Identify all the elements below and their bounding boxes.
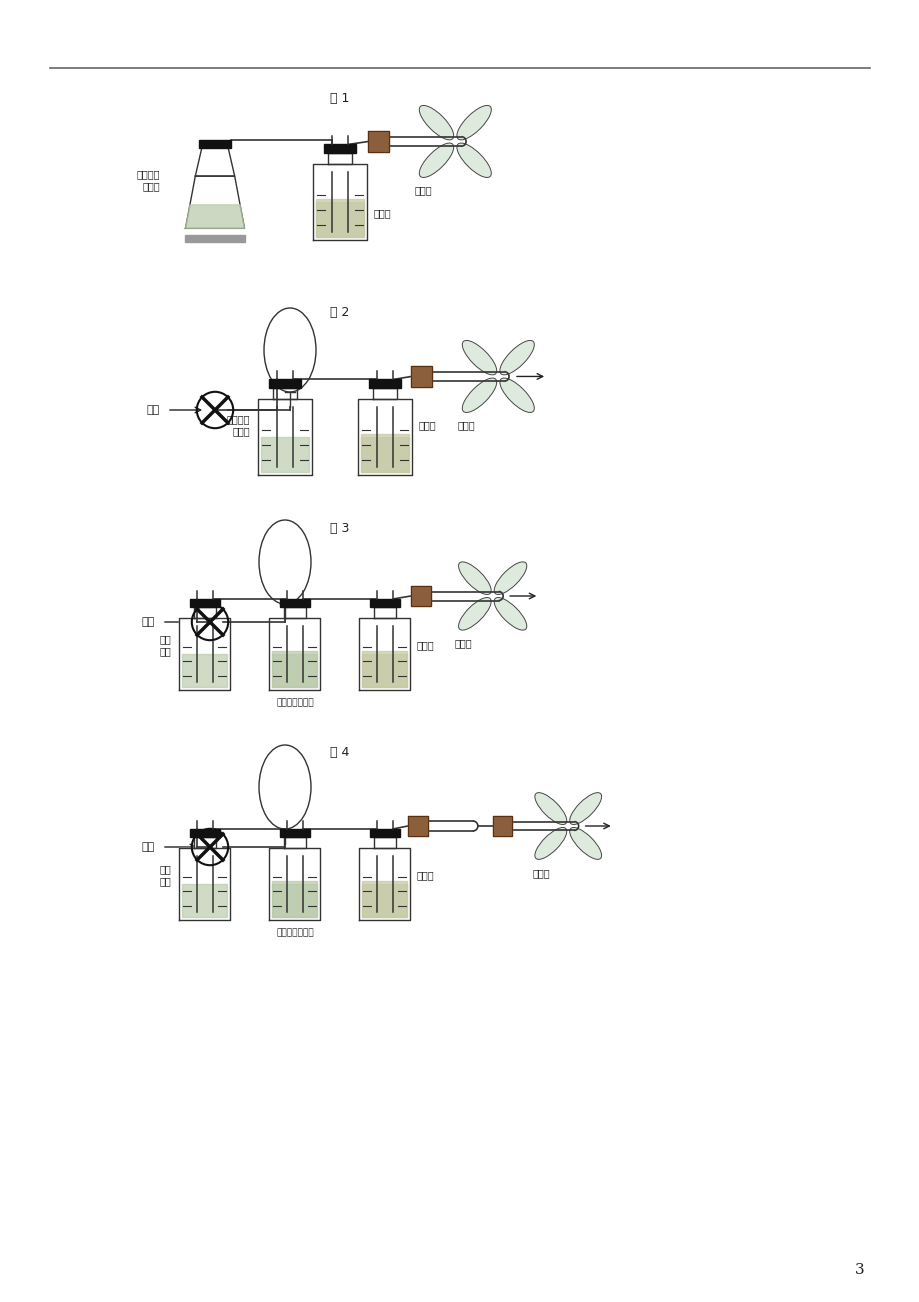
Polygon shape [362, 651, 407, 687]
Text: 碳酸钓和稀硫酸: 碳酸钓和稀硫酸 [276, 698, 313, 707]
Polygon shape [328, 152, 352, 164]
Ellipse shape [419, 143, 453, 177]
Polygon shape [190, 829, 220, 837]
Polygon shape [186, 234, 244, 242]
Polygon shape [324, 145, 356, 152]
Text: 碳酸钓和稀硫酸: 碳酸钓和稀硫酸 [276, 928, 313, 937]
Polygon shape [194, 607, 216, 618]
Text: 图 3: 图 3 [330, 522, 349, 535]
Polygon shape [186, 204, 244, 228]
Text: 空气: 空气 [142, 842, 154, 852]
Polygon shape [369, 379, 400, 388]
Polygon shape [373, 607, 396, 618]
Text: 3: 3 [855, 1263, 864, 1277]
Polygon shape [186, 176, 244, 228]
Polygon shape [272, 654, 317, 687]
Polygon shape [269, 848, 320, 921]
Ellipse shape [457, 105, 491, 139]
Text: 浓硫酸: 浓硫酸 [418, 421, 436, 430]
Polygon shape [283, 837, 306, 848]
Polygon shape [280, 829, 310, 837]
Polygon shape [269, 618, 320, 690]
Polygon shape [360, 437, 409, 473]
Ellipse shape [457, 143, 491, 177]
Text: 碱石灰: 碱石灰 [531, 868, 549, 878]
Polygon shape [260, 437, 309, 473]
Polygon shape [194, 837, 216, 848]
Polygon shape [272, 651, 317, 687]
Ellipse shape [494, 598, 527, 630]
Ellipse shape [458, 562, 491, 595]
Text: 浓硫酸: 浓硫酸 [416, 870, 434, 880]
Polygon shape [407, 816, 427, 836]
Text: 氮氧
化钓: 氮氧 化钓 [160, 634, 171, 656]
Polygon shape [272, 881, 317, 917]
Polygon shape [362, 881, 407, 917]
Polygon shape [283, 607, 306, 618]
Polygon shape [362, 654, 407, 687]
Ellipse shape [569, 793, 601, 824]
Polygon shape [359, 618, 410, 690]
Text: 浓硫酸: 浓硫酸 [416, 641, 434, 650]
Polygon shape [362, 884, 407, 917]
Text: 碱石灰: 碱石灰 [457, 421, 475, 431]
Polygon shape [195, 147, 234, 176]
Polygon shape [182, 654, 227, 687]
Polygon shape [357, 400, 412, 475]
Ellipse shape [458, 598, 491, 630]
Polygon shape [372, 388, 397, 400]
Polygon shape [273, 388, 297, 400]
Ellipse shape [259, 519, 311, 604]
Polygon shape [493, 816, 512, 836]
Polygon shape [199, 141, 231, 147]
Polygon shape [370, 599, 399, 607]
Ellipse shape [461, 340, 496, 375]
Polygon shape [257, 400, 312, 475]
Polygon shape [179, 618, 231, 690]
Polygon shape [411, 586, 430, 605]
Polygon shape [411, 366, 432, 387]
Ellipse shape [534, 793, 566, 824]
Text: 空气: 空气 [142, 617, 154, 628]
Ellipse shape [419, 105, 453, 139]
Polygon shape [368, 132, 389, 152]
Polygon shape [315, 199, 364, 237]
Ellipse shape [259, 745, 311, 829]
Polygon shape [269, 379, 301, 388]
Text: 碳酸钓和
稀硫酸: 碳酸钓和 稀硫酸 [136, 169, 160, 191]
Text: 空气: 空气 [147, 405, 160, 415]
Polygon shape [359, 848, 410, 921]
Text: 图 1: 图 1 [330, 91, 349, 104]
Text: 氮氧
化钓: 氮氧 化钓 [160, 863, 171, 887]
Text: 浓硫酸: 浓硫酸 [373, 208, 391, 219]
Polygon shape [190, 599, 220, 607]
Ellipse shape [499, 340, 534, 375]
Polygon shape [179, 848, 231, 921]
Ellipse shape [499, 378, 534, 413]
Text: 图 2: 图 2 [330, 306, 349, 319]
Polygon shape [312, 164, 367, 240]
Polygon shape [370, 829, 399, 837]
Ellipse shape [494, 562, 527, 595]
Text: 图 4: 图 4 [330, 746, 349, 759]
Ellipse shape [264, 309, 315, 392]
Text: 碱石灰: 碱石灰 [414, 185, 432, 195]
Polygon shape [182, 884, 227, 917]
Text: 碳酸钓和
稀硫酸: 碳酸钓和 稀硫酸 [226, 414, 250, 436]
Ellipse shape [569, 828, 601, 859]
Ellipse shape [461, 378, 496, 413]
Polygon shape [373, 837, 396, 848]
Polygon shape [272, 884, 317, 917]
Text: 碱石灰: 碱石灰 [454, 638, 471, 648]
Polygon shape [280, 599, 310, 607]
Polygon shape [360, 434, 409, 473]
Polygon shape [315, 202, 364, 237]
Ellipse shape [534, 828, 566, 859]
